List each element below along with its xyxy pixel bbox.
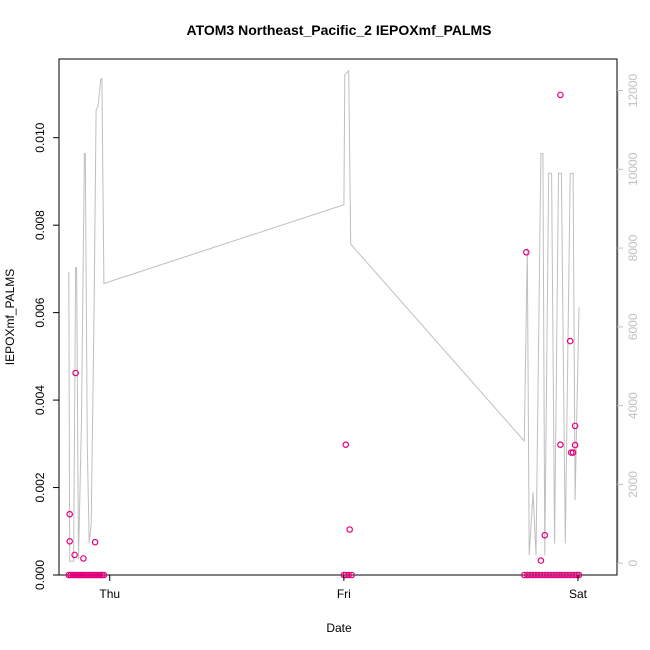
y-tick-label: 0.008: [33, 210, 47, 240]
y-tick-label: 0.002: [33, 472, 47, 502]
x-tick-label: Sat: [569, 587, 588, 601]
data-point: [566, 337, 574, 345]
data-point: [72, 369, 79, 377]
altitude-line-layer: [68, 69, 580, 562]
y2-tick-label: 12000: [626, 74, 640, 108]
data-point: [571, 422, 579, 430]
y2-tick-label: 0: [626, 560, 640, 567]
y-tick-label: 0.004: [33, 385, 47, 415]
data-point: [80, 555, 87, 562]
y-axis-label: IEPOXmf_PALMS: [3, 269, 17, 365]
x-axis-label: Date: [326, 621, 352, 635]
data-point: [557, 91, 564, 99]
y-axis: 0.000 0.002 0.004 0.006 0.008 0.010: [33, 122, 59, 590]
data-point: [342, 441, 350, 449]
data-point: [567, 449, 575, 456]
y2-tick-label: 6000: [626, 313, 640, 340]
data-point: [346, 526, 354, 533]
data-point: [541, 531, 549, 539]
data-point: [571, 441, 579, 449]
data-point: [557, 441, 564, 449]
y2-axis: 0 2000 4000 6000 8000 10000 12000: [617, 74, 640, 567]
data-point: [522, 249, 530, 256]
data-point: [537, 557, 545, 564]
data-point: [98, 571, 106, 579]
plot-frame: [58, 58, 618, 576]
y-tick-label: 0.010: [33, 122, 47, 152]
y2-tick-label: 8000: [626, 234, 640, 261]
data-point: [569, 449, 577, 456]
y-tick-label: 0.006: [33, 297, 47, 327]
x-tick-label: Thu: [99, 587, 120, 601]
chart-title: ATOM3 Northeast_Pacific_2 IEPOXmf_PALMS: [187, 22, 492, 38]
y2-tick-label: 4000: [626, 392, 640, 419]
x-axis: Thu Fri Sat: [99, 575, 588, 601]
y2-tick-label: 2000: [626, 471, 640, 498]
data-point: [348, 571, 356, 579]
data-point: [91, 538, 99, 546]
data-point: [66, 510, 74, 518]
data-point: [573, 571, 581, 579]
altitude-line: [68, 69, 580, 562]
data-point: [66, 537, 74, 545]
y2-tick-label: 10000: [626, 152, 640, 186]
data-points-layer: [65, 91, 583, 579]
data-point: [575, 571, 583, 579]
data-point: [345, 571, 353, 579]
data-point: [100, 571, 108, 579]
x-tick-label: Fri: [337, 587, 351, 601]
data-point: [96, 571, 104, 579]
y-tick-label: 0.000: [33, 560, 47, 590]
data-point: [71, 551, 78, 559]
